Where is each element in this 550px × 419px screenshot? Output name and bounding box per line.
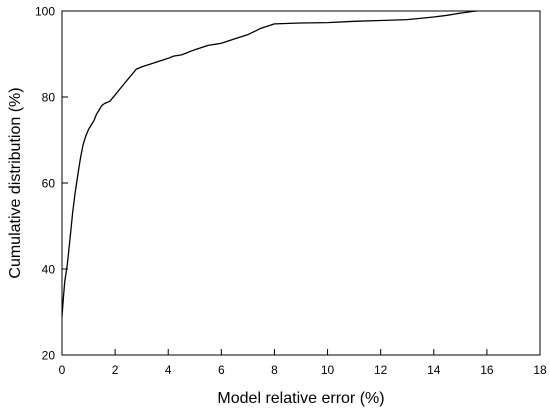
y-tick-label: 80	[42, 91, 56, 105]
y-axis-label: Cumulative distribution (%)	[7, 87, 24, 278]
y-tick-label: 100	[35, 5, 55, 19]
x-tick-label: 12	[374, 363, 388, 377]
x-tick-label: 18	[533, 363, 547, 377]
x-tick-label: 6	[218, 363, 225, 377]
y-tick-label: 60	[42, 177, 56, 191]
x-tick-label: 2	[112, 363, 119, 377]
y-tick-label: 40	[42, 263, 56, 277]
x-tick-label: 10	[321, 363, 335, 377]
x-tick-label: 16	[480, 363, 494, 377]
x-axis-label: Model relative error (%)	[217, 390, 384, 407]
series-line	[61, 10, 477, 317]
x-tick-label: 4	[165, 363, 172, 377]
y-tick-label: 20	[42, 349, 56, 363]
x-tick-label: 8	[271, 363, 278, 377]
x-tick-label: 0	[59, 363, 66, 377]
x-tick-label: 14	[427, 363, 441, 377]
plot-frame	[61, 10, 541, 356]
ticks-layer: 0 2 4 6 8 10 12 14 16 18 20 40 60 80 100	[35, 5, 547, 378]
